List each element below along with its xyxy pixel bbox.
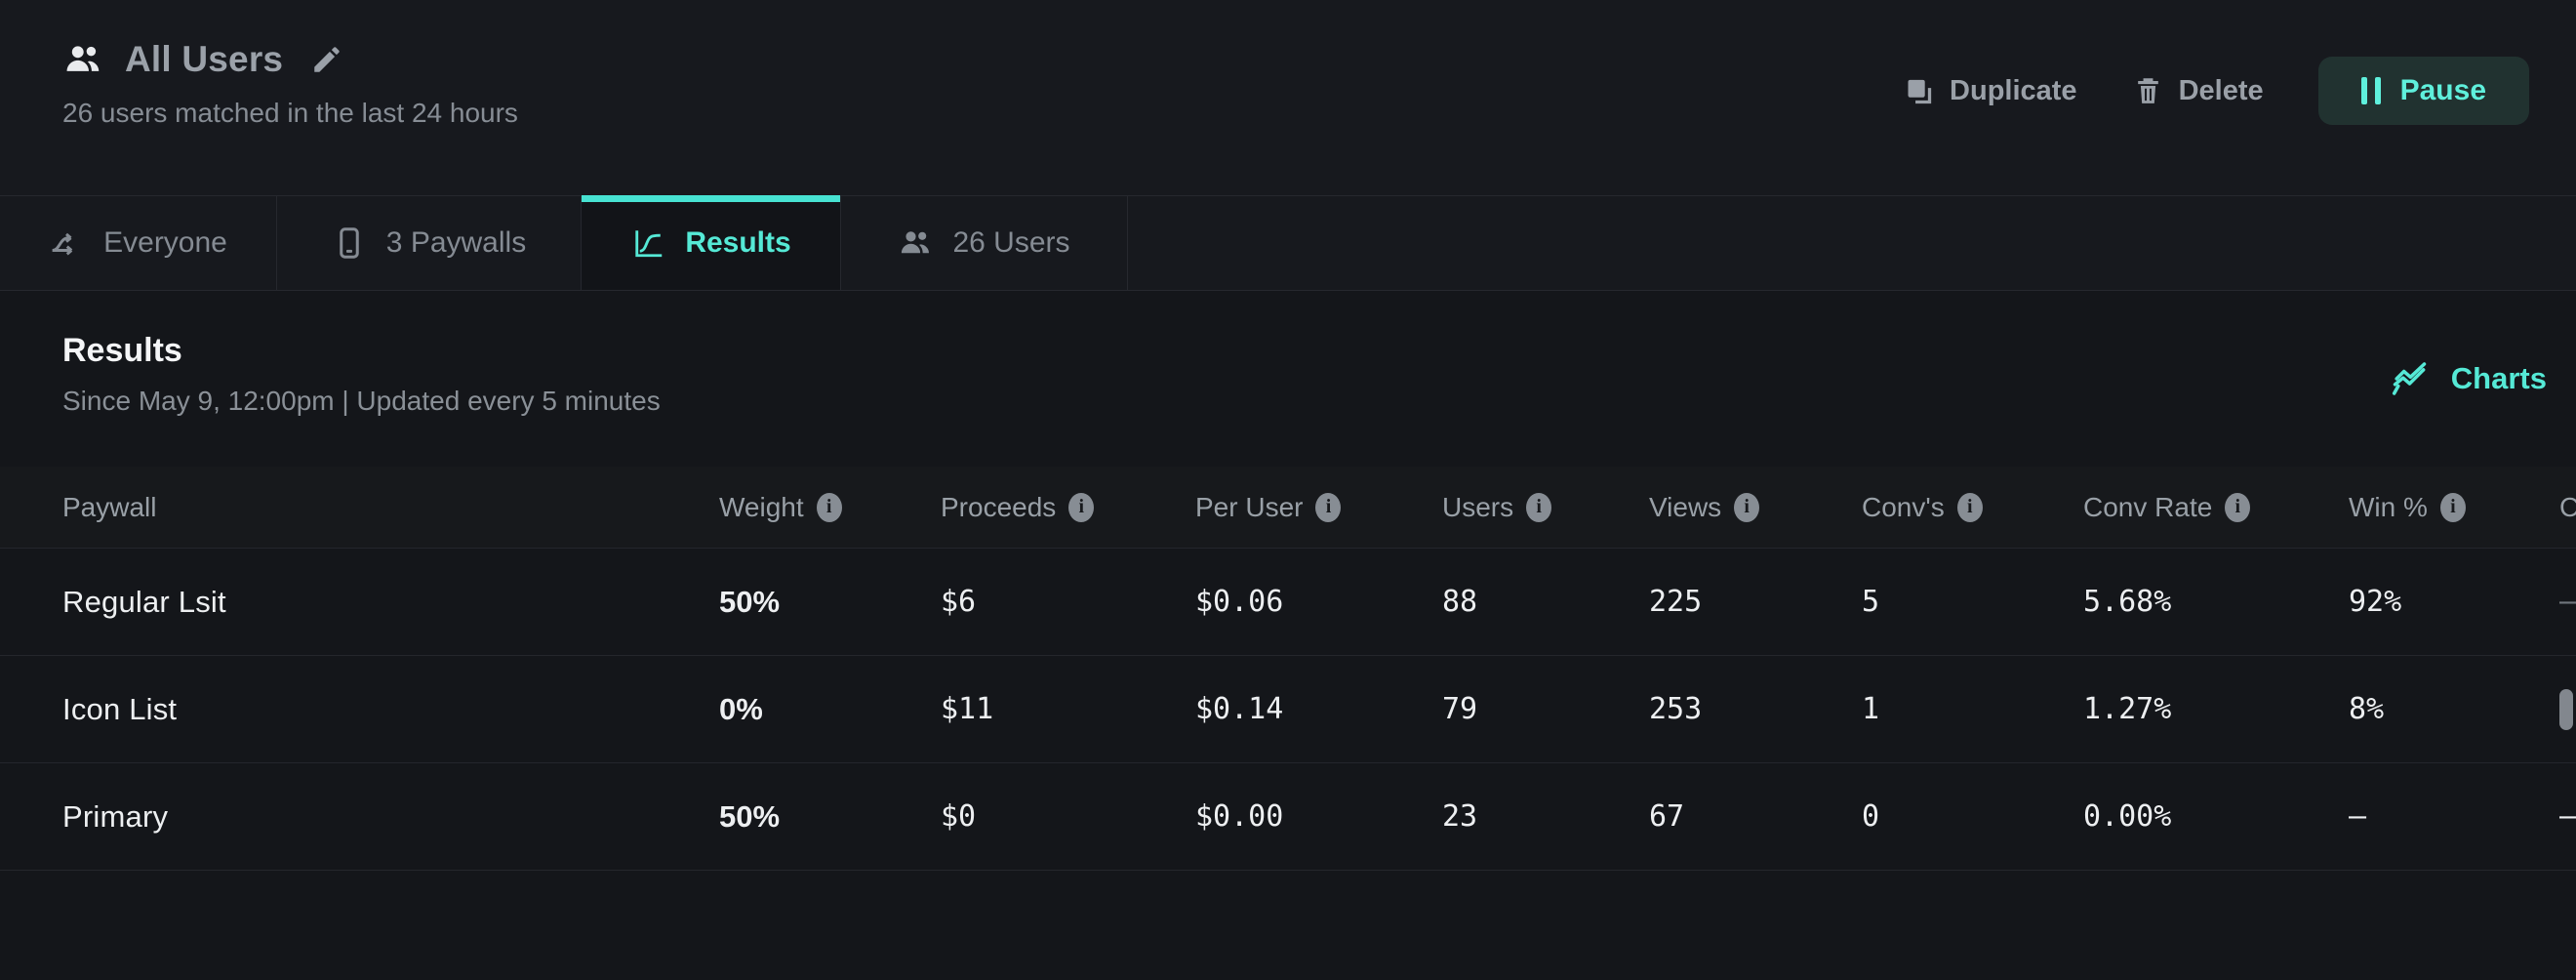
table-row: Regular Lsit 50% $6 $0.06 88 225 5 5.68%… bbox=[0, 549, 2576, 656]
per-user-value: $0.14 bbox=[1195, 692, 1284, 726]
weight-value: 0% bbox=[719, 691, 763, 726]
charts-button[interactable]: Charts bbox=[2391, 359, 2547, 398]
info-icon[interactable] bbox=[1734, 492, 1760, 522]
win-pct-value: 92% bbox=[2349, 585, 2402, 619]
convs-value: 0 bbox=[1862, 799, 1880, 834]
weight-value: 50% bbox=[719, 584, 781, 619]
info-icon[interactable] bbox=[816, 492, 842, 522]
users-icon bbox=[66, 46, 100, 71]
proceeds-value: $6 bbox=[941, 585, 977, 619]
conv-rate-value: 5.68% bbox=[2083, 585, 2172, 619]
users-value: 88 bbox=[1442, 585, 1478, 619]
col-paywall: Paywall bbox=[62, 491, 157, 522]
paywall-name: Icon List bbox=[62, 691, 178, 726]
pause-button[interactable]: Pause bbox=[2317, 57, 2529, 125]
conv-rate-value: 0.00% bbox=[2083, 799, 2172, 834]
table-row: Icon List 0% $11 $0.14 79 253 1 1.27% 8% bbox=[0, 656, 2576, 763]
win-pct-value: – bbox=[2349, 799, 2367, 834]
per-user-value: $0.06 bbox=[1195, 585, 1284, 619]
tab-everyone[interactable]: Everyone bbox=[0, 196, 277, 290]
col-proceeds: Proceeds bbox=[941, 492, 1195, 523]
proceeds-value: $0 bbox=[941, 799, 977, 834]
duplicate-icon bbox=[1908, 79, 1932, 103]
convs-value: 5 bbox=[1862, 585, 1880, 619]
info-icon[interactable] bbox=[2225, 492, 2251, 522]
people-icon bbox=[902, 231, 930, 254]
results-panel: Results Since May 9, 12:00pm | Updated e… bbox=[0, 291, 2576, 871]
users-value: 79 bbox=[1442, 692, 1478, 726]
line-chart-icon bbox=[635, 230, 663, 258]
views-value: 253 bbox=[1649, 692, 1703, 726]
table-header-row: Paywall Weight Proceeds Per User Users V… bbox=[0, 467, 2576, 549]
duplicate-button[interactable]: Duplicate bbox=[1903, 75, 2077, 107]
delete-button[interactable]: Delete bbox=[2132, 75, 2264, 107]
col-convs: Conv's bbox=[1862, 492, 2083, 523]
users-value: 23 bbox=[1442, 799, 1478, 834]
info-icon[interactable] bbox=[1068, 492, 1095, 522]
weight-value: 50% bbox=[719, 798, 781, 834]
paywall-name: Regular Lsit bbox=[62, 584, 226, 619]
header-actions: Duplicate Delete Pause bbox=[1903, 57, 2529, 125]
conv-rate-value: 1.27% bbox=[2083, 692, 2172, 726]
page-header: All Users 26 users matched in the last 2… bbox=[0, 0, 2576, 195]
tab-bar: Everyone 3 Paywalls Results 26 Users bbox=[0, 195, 2576, 291]
proceeds-value: $11 bbox=[941, 692, 994, 726]
trash-icon bbox=[2137, 77, 2158, 103]
pencil-icon bbox=[314, 47, 340, 72]
title-block: All Users 26 users matched in the last 2… bbox=[62, 39, 518, 129]
per-user-value: $0.00 bbox=[1195, 799, 1284, 834]
match-subtitle: 26 users matched in the last 24 hours bbox=[62, 98, 518, 128]
info-icon[interactable] bbox=[1315, 492, 1342, 522]
cutoff-pill-fragment bbox=[2559, 688, 2573, 730]
cutoff-value bbox=[2559, 688, 2576, 730]
page-title: All Users bbox=[125, 39, 284, 79]
tab-users[interactable]: 26 Users bbox=[841, 196, 1128, 290]
table-row: Primary 50% $0 $0.00 23 67 0 0.00% – – bbox=[0, 763, 2576, 871]
results-subheading: Since May 9, 12:00pm | Updated every 5 m… bbox=[62, 386, 661, 416]
views-value: 225 bbox=[1649, 585, 1703, 619]
info-icon[interactable] bbox=[2439, 492, 2466, 522]
cutoff-value: – bbox=[2559, 585, 2576, 619]
results-heading: Results bbox=[62, 332, 182, 369]
edit-title-button[interactable] bbox=[310, 43, 343, 76]
convs-value: 1 bbox=[1862, 692, 1880, 726]
tab-paywalls[interactable]: 3 Paywalls bbox=[277, 196, 582, 290]
col-win-pct: Win % bbox=[2349, 492, 2559, 523]
cutoff-value: – bbox=[2559, 799, 2576, 834]
chart-zigzag-icon bbox=[2392, 362, 2427, 395]
col-conv-rate: Conv Rate bbox=[2083, 492, 2349, 523]
col-cutoff: C bbox=[2559, 491, 2576, 522]
tab-results[interactable]: Results bbox=[582, 195, 841, 290]
col-per-user: Per User bbox=[1195, 492, 1442, 523]
col-users: Users bbox=[1442, 492, 1649, 523]
col-views: Views bbox=[1649, 492, 1862, 523]
col-weight: Weight bbox=[719, 492, 941, 523]
info-icon[interactable] bbox=[1526, 492, 1552, 522]
phone-icon bbox=[340, 227, 359, 259]
views-value: 67 bbox=[1649, 799, 1685, 834]
info-icon[interactable] bbox=[1956, 492, 1983, 522]
pause-icon bbox=[2360, 77, 2381, 104]
win-pct-value: 8% bbox=[2349, 692, 2385, 726]
paywall-name: Primary bbox=[62, 798, 169, 834]
split-arrows-icon bbox=[52, 232, 73, 256]
results-heading-block: Results Since May 9, 12:00pm | Updated e… bbox=[62, 332, 661, 417]
